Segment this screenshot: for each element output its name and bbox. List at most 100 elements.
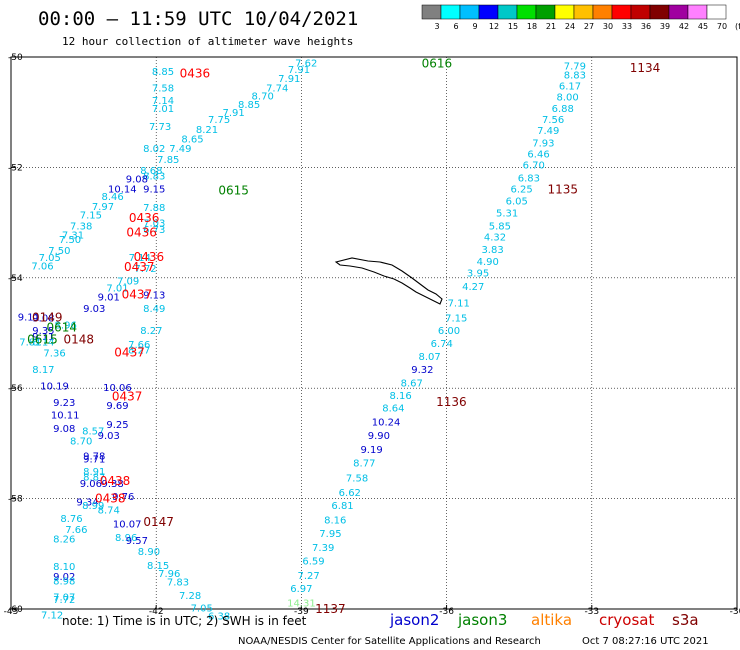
swh-value-label: 7.28 [179, 591, 201, 602]
swh-value-label: 8.98 [53, 576, 75, 587]
color-swatch [573, 4, 594, 20]
swh-value-label: 8.83 [143, 172, 165, 183]
color-swatch [592, 4, 613, 20]
swh-value-label: 6.73 [143, 225, 165, 236]
swh-value-label: 7.49 [537, 126, 559, 137]
swh-value-label: 8.27 [128, 346, 150, 357]
swh-value-label: 10.24 [372, 417, 401, 428]
swh-value-label: 8.15 [147, 561, 169, 572]
swh-value-label: 7.27 [298, 571, 320, 582]
pass-time-label: 0147 [143, 515, 174, 529]
swh-value-label: 8.83 [564, 71, 586, 82]
swh-value-label: 7.88 [143, 203, 165, 214]
swh-value-label: 8.14 [32, 337, 54, 348]
x-tick-label: -39 [294, 607, 309, 617]
swh-value-label: 7.50 [59, 235, 81, 246]
pass-time-label: 1136 [436, 395, 467, 409]
swh-value-label: 9.25 [106, 420, 128, 431]
swh-value-label: 9.32 [411, 365, 433, 376]
y-tick-label: -50 [8, 53, 23, 63]
swh-value-label: 7.66 [128, 340, 150, 351]
swh-value-label: 7.83 [167, 577, 189, 588]
swh-value-label: 14.31 [287, 598, 316, 609]
swh-value-label: 5.85 [489, 221, 511, 232]
color-swatch [611, 4, 632, 20]
swh-value-label: 7.93 [532, 139, 554, 150]
swh-value-label: 4.32 [484, 232, 506, 243]
swh-value-label: 8.76 [60, 514, 82, 525]
swh-value-label: 8.87 [83, 473, 105, 484]
swh-value-label: 7.91 [288, 65, 310, 76]
swh-value-label: 9.03 [83, 304, 105, 315]
color-scale-label: (ft) [735, 22, 740, 31]
swh-value-label: 9.35 [32, 326, 54, 337]
swh-value-label: 10.14 [108, 184, 137, 195]
pass-time-label: 1134 [630, 61, 661, 75]
swh-value-label: 8.10 [53, 562, 75, 573]
swh-value-label: 7.73 [149, 122, 171, 133]
swh-value-label: 7.50 [48, 246, 70, 257]
color-swatch [649, 4, 670, 20]
swh-value-label: 7.95 [319, 529, 341, 540]
swh-value-label: 9.19 [360, 445, 382, 456]
swh-value-label: 9.90 [368, 431, 390, 442]
south-georgia-coastline [334, 257, 443, 305]
color-swatch [535, 4, 556, 20]
swh-value-label: 9.76 [112, 492, 134, 503]
x-tick-label: -30 [730, 607, 740, 617]
swh-value-label: 9.08 [53, 424, 75, 435]
swh-value-label: 7.11 [448, 299, 470, 310]
mission-legend-jason3: jason3 [457, 611, 507, 629]
swh-value-label: 9.01 [98, 293, 120, 304]
color-scale-label: 36 [641, 22, 651, 31]
swh-value-label: 6.46 [527, 150, 549, 161]
swh-value-label: 7.96 [158, 569, 180, 580]
y-tick-label: -54 [8, 274, 23, 284]
swh-value-label: 7.03 [143, 219, 165, 230]
swh-value-label: 6.00 [438, 326, 460, 337]
color-scale-label: 30 [603, 22, 613, 31]
swh-value-label: 7.66 [65, 525, 87, 536]
color-swatch [516, 4, 537, 20]
swh-value-label: 9.08 [32, 314, 54, 325]
color-scale-label: 12 [489, 22, 499, 31]
swh-value-label: 8.96 [115, 533, 137, 544]
swh-value-label: 9.11 [18, 312, 40, 323]
swh-value-label: 3.95 [467, 268, 489, 279]
footer-credit: NOAA/NESDIS Center for Satellite Applica… [238, 636, 541, 647]
swh-value-label: 7.85 [157, 155, 179, 166]
swh-value-label: 8.00 [556, 93, 578, 104]
swh-value-label: 7.75 [208, 115, 230, 126]
swh-value-label: 7.06 [31, 262, 53, 273]
swh-value-label: 7.05 [39, 253, 61, 264]
y-tick-label: -58 [8, 495, 23, 505]
swh-value-label: 8.16 [389, 391, 411, 402]
swh-value-label: 8.74 [98, 506, 120, 517]
swh-value-label: 3.83 [481, 245, 503, 256]
swh-value-label: 8.68 [140, 166, 162, 177]
page-title: 00:00 – 11:59 UTC 10/04/2021 [38, 8, 358, 30]
swh-value-label: 7.01 [106, 284, 128, 295]
plot-frame [10, 56, 738, 610]
swh-value-label: 6.62 [339, 488, 361, 499]
color-swatch [706, 4, 727, 20]
color-scale-label: 33 [622, 22, 632, 31]
swh-value-label: 6.81 [331, 501, 353, 512]
color-scale-label: 70 [717, 22, 727, 31]
color-scale-label: 27 [584, 22, 594, 31]
x-tick-label: -36 [439, 607, 454, 617]
swh-value-label: 4.90 [477, 257, 499, 268]
color-swatch [440, 4, 461, 20]
pass-time-label: 0438 [100, 474, 131, 488]
color-scale-label: 3 [434, 22, 439, 31]
swh-value-label: 7.05 [191, 603, 213, 614]
pass-time-label: 0436 [180, 67, 211, 81]
swh-value-label: 7.39 [312, 543, 334, 554]
swh-value-label: 9.02 [53, 572, 75, 583]
swh-value-label: 10.11 [51, 411, 80, 422]
swh-value-label: 9.03 [98, 431, 120, 442]
swh-value-label: 7.36 [43, 348, 65, 359]
swh-value-label: 7.72 [134, 264, 156, 275]
